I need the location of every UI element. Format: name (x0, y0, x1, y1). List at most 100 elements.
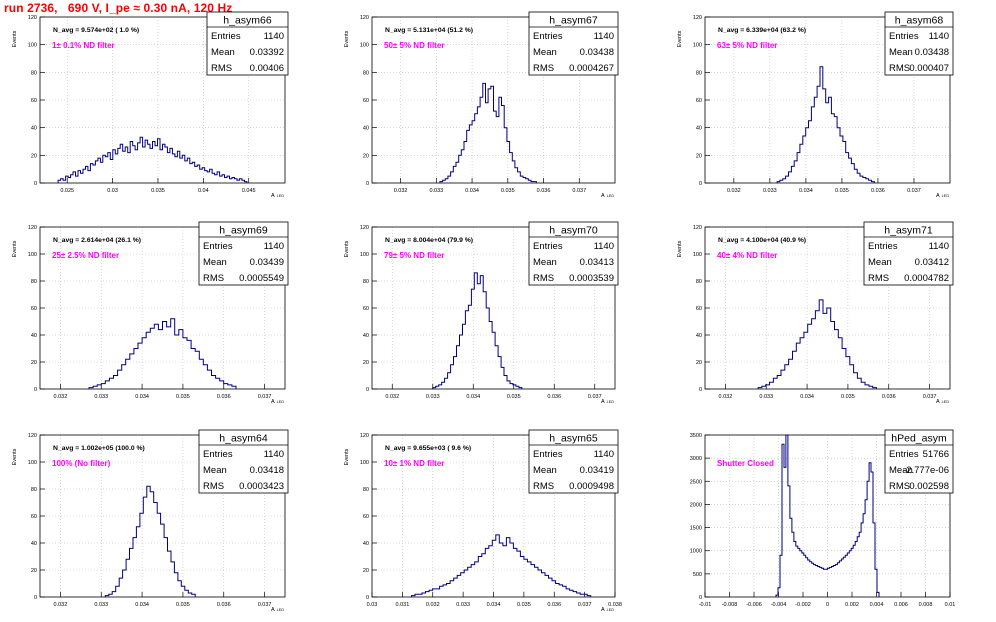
stats-label-2: RMS (533, 63, 554, 74)
y-tick-label-5: 100 (28, 252, 37, 258)
y-tick-label-1: 20 (363, 568, 369, 574)
stats-value-1: -2.777e-06 (903, 465, 949, 476)
x-tick-label-2: 0.034 (799, 188, 813, 194)
stats-box (884, 429, 954, 494)
y-tick-label-2: 40 (363, 126, 369, 132)
stats-value-2: 0.0005549 (239, 273, 284, 284)
stats-box (206, 11, 289, 76)
navg-annotation: N_avg = 4.100e+04 (40.9 %) (718, 237, 806, 244)
x-tick-label-1: 0.033 (429, 188, 443, 194)
stats-box-title: h_asym67 (549, 15, 598, 27)
y-tick-label-4: 80 (363, 70, 369, 76)
histogram-outline (104, 485, 196, 597)
filter-annotation: 1± 0.1% ND filter (52, 41, 115, 50)
page-title: run 2736, 690 V, I_pe ≈ 0.30 nA, 120 Hz (4, 1, 233, 15)
y-tick-label-6: 3000 (690, 456, 702, 462)
histogram-panel-h_asym70: 0.032 0.033 0.034 0.035 0.036 0.037 0 20 40 60 80 1… (344, 221, 619, 405)
y-tick-label-1: 20 (696, 360, 702, 366)
navg-annotation: N_avg = 1.002e+05 (100.0 %) (53, 445, 145, 452)
x-tick-label-5: 0 (826, 602, 829, 608)
x-tick-label-0: 0.032 (394, 188, 408, 194)
navg-annotation: N_avg = 9.574e+02 ( 1.0 %) (53, 27, 139, 34)
histogram-panel-h_asym66: 0.025 0.03 0.035 0.04 0.045 0 20 40 60 80 100 120 Ev… (12, 11, 289, 199)
x-tick-label-5: 0.037 (258, 394, 272, 400)
x-axis-title: A LED (936, 399, 949, 405)
x-tick-label-4: 0.036 (882, 394, 896, 400)
x-tick-label-1: 0.031 (395, 602, 409, 608)
y-tick-label-0: 0 (699, 595, 702, 601)
x-tick-label-4: 0.036 (871, 188, 885, 194)
y-tick-label-2: 40 (31, 541, 37, 547)
x-tick-label-7: 0.037 (578, 602, 592, 608)
x-tick-label-2: 0.034 (800, 394, 814, 400)
y-tick-label-6: 120 (360, 225, 369, 231)
navg-annotation: N_avg = 8.004e+04 (79.9 %) (385, 237, 473, 244)
y-tick-label-0: 0 (699, 387, 702, 393)
x-tick-label-0: 0.03 (367, 602, 378, 608)
stats-box (528, 429, 619, 494)
stats-label-0: Entries (533, 241, 563, 252)
x-tick-label-2: -0.006 (746, 602, 762, 608)
histogram-outline (432, 272, 523, 389)
x-tick-label-5: 0.035 (517, 602, 531, 608)
x-tick-label-1: 0.033 (94, 602, 108, 608)
x-tick-label-5: 0.037 (923, 394, 937, 400)
y-tick-label-4: 80 (696, 279, 702, 285)
filter-annotation: Shutter Closed (717, 459, 774, 468)
y-tick-label-0: 0 (34, 595, 37, 601)
stats-label-1: Mean (203, 257, 227, 268)
stats-box-title: h_asym71 (884, 225, 933, 237)
stats-value-0: 1140 (594, 449, 614, 460)
x-tick-label-3: 0.033 (456, 602, 470, 608)
x-tick-label-4: 0.036 (217, 602, 231, 608)
histogram-panel-h_asym68: 0.032 0.033 0.034 0.035 0.036 0.037 0 20 40 60 80 1… (677, 11, 954, 199)
y-tick-label-3: 60 (696, 98, 702, 104)
y-tick-label-5: 100 (693, 43, 702, 49)
x-axis-title: A LED (271, 193, 284, 199)
y-axis-title: Events (12, 240, 18, 257)
stats-label-2: RMS (889, 481, 910, 492)
x-tick-label-2: 0.032 (426, 602, 440, 608)
y-axis-title: Events (677, 240, 683, 257)
histogram-panel-h_asym71: 0.032 0.033 0.034 0.035 0.036 0.037 0 20 40 60 80 1… (677, 221, 954, 405)
stats-label-0: Entries (203, 241, 233, 252)
stats-value-1: 0.03438 (915, 47, 949, 58)
x-tick-label-2: 0.034 (135, 394, 149, 400)
x-tick-label-5: 0.037 (588, 394, 602, 400)
y-tick-label-1: 20 (363, 153, 369, 159)
histogram-panel-hPed_asym: -0.01 -0.008 -0.006 -0.004 -0.002 0 0.002 0.004… (690, 429, 955, 608)
y-tick-label-6: 120 (28, 433, 37, 439)
y-tick-label-0: 0 (366, 387, 369, 393)
y-tick-label-1: 20 (363, 360, 369, 366)
stats-label-1: Mean (868, 257, 892, 268)
stats-value-1: 0.03418 (250, 465, 284, 476)
y-tick-label-3: 60 (696, 306, 702, 312)
y-tick-label-1: 500 (693, 572, 702, 578)
filter-annotation: 50± 5% ND filter (384, 41, 444, 50)
x-axis-title: A LED (936, 193, 949, 199)
y-tick-label-6: 120 (28, 15, 37, 21)
x-axis-title: A LED (601, 193, 614, 199)
x-tick-label-4: -0.002 (795, 602, 811, 608)
stats-label-0: Entries (211, 31, 241, 42)
stats-label-2: RMS (889, 63, 910, 74)
x-tick-label-3: 0.035 (841, 394, 855, 400)
stats-label-0: Entries (889, 449, 919, 460)
x-tick-label-6: 0.002 (845, 602, 859, 608)
navg-annotation: N_avg = 9.655e+03 ( 9.6 %) (385, 445, 471, 452)
stats-value-1: 0.03413 (580, 257, 614, 268)
y-tick-label-5: 2500 (690, 479, 702, 485)
x-tick-label-3: 0.04 (198, 188, 209, 194)
x-tick-label-0: -0.01 (699, 602, 712, 608)
filter-annotation: 25± 2.5% ND filter (52, 251, 119, 260)
stats-label-1: Mean (533, 257, 557, 268)
y-tick-label-0: 0 (34, 181, 37, 187)
y-tick-label-3: 60 (31, 514, 37, 520)
y-axis-title: Events (344, 240, 350, 257)
histogram-outline (57, 136, 248, 183)
stats-label-2: RMS (868, 273, 889, 284)
stats-label-0: Entries (533, 449, 563, 460)
y-tick-label-5: 100 (28, 460, 37, 466)
y-tick-label-5: 100 (693, 252, 702, 258)
